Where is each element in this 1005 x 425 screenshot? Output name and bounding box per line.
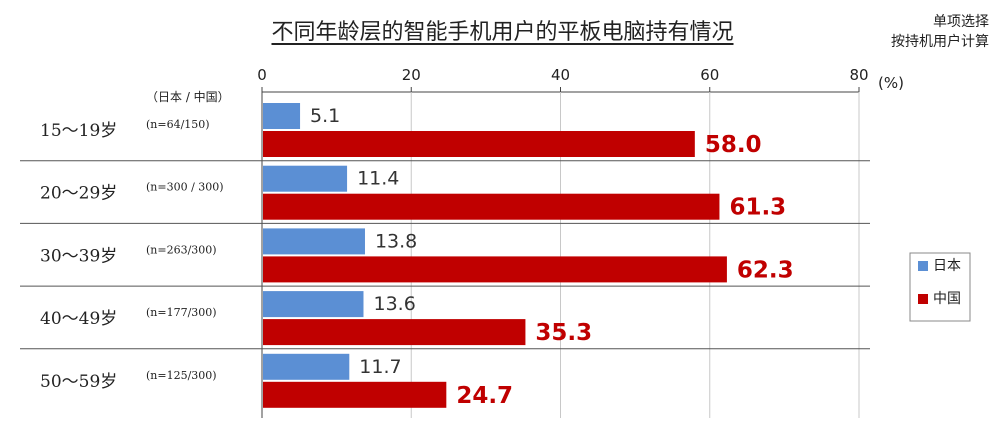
legend-label-0: 日本 [933,258,961,274]
x-tick-label-1: 20 [402,66,421,84]
note-line-1: 单项选择 [933,14,989,30]
sample-size-label-4: (n=125/300) [146,369,217,382]
x-tick-label-4: 80 [849,66,868,84]
sample-size-label-0: (n=64/150) [146,118,210,131]
value-label-japan-0: 5.1 [310,105,340,127]
legend-swatch-0 [918,261,928,271]
sample-size-header: （日本 / 中国） [146,89,230,104]
x-unit-label: (%) [878,74,904,92]
category-label-1: 20～29岁 [40,184,117,204]
value-label-china-4: 24.7 [456,383,513,409]
value-label-japan-4: 11.7 [359,356,401,378]
sample-size-label-3: (n=177/300) [146,306,217,319]
bar-japan-1 [263,165,348,192]
category-label-2: 30～39岁 [40,246,117,266]
value-label-china-2: 62.3 [737,257,794,283]
bar-china-4 [263,381,447,408]
category-label-3: 40～49岁 [40,309,117,329]
note-line-2: 按持机用户计算 [891,34,989,50]
chart-note: 单项选择 按持机用户计算 [891,12,989,52]
x-tick-label-3: 60 [700,66,719,84]
x-tick-label-0: 0 [257,66,267,84]
category-label-0: 15～19岁 [40,121,117,141]
bar-china-2 [263,256,727,283]
bar-japan-2 [263,228,365,255]
bar-japan-0 [263,103,301,129]
legend-label-1: 中国 [933,291,961,307]
category-label-4: 50～59岁 [40,372,117,392]
bar-china-3 [263,319,526,346]
x-tick-label-2: 40 [551,66,570,84]
value-label-japan-1: 11.4 [357,168,399,190]
bars-layer [263,103,727,408]
sample-size-label-1: (n=300 / 300) [146,181,224,194]
bar-japan-3 [263,291,364,318]
sample-size-label-2: (n=263/300) [146,243,217,256]
bar-china-0 [263,131,695,157]
chart-title: 不同年龄层的智能手机用户的平板电脑持有情况 [271,20,734,45]
labels-layer: 0 20 40 60 80 (%) （日本 / 中国） 15～19岁 (n=64/150) 5.1… [40,66,904,409]
grid-layer [20,87,870,418]
value-label-china-0: 58.0 [705,132,762,158]
legend-swatch-1 [918,294,928,304]
value-label-china-1: 61.3 [729,195,786,221]
bar-japan-4 [263,353,350,380]
value-label-japan-3: 13.6 [373,293,415,315]
bar-china-1 [263,193,720,220]
value-label-japan-2: 13.8 [375,230,417,252]
value-label-china-3: 35.3 [535,320,592,346]
